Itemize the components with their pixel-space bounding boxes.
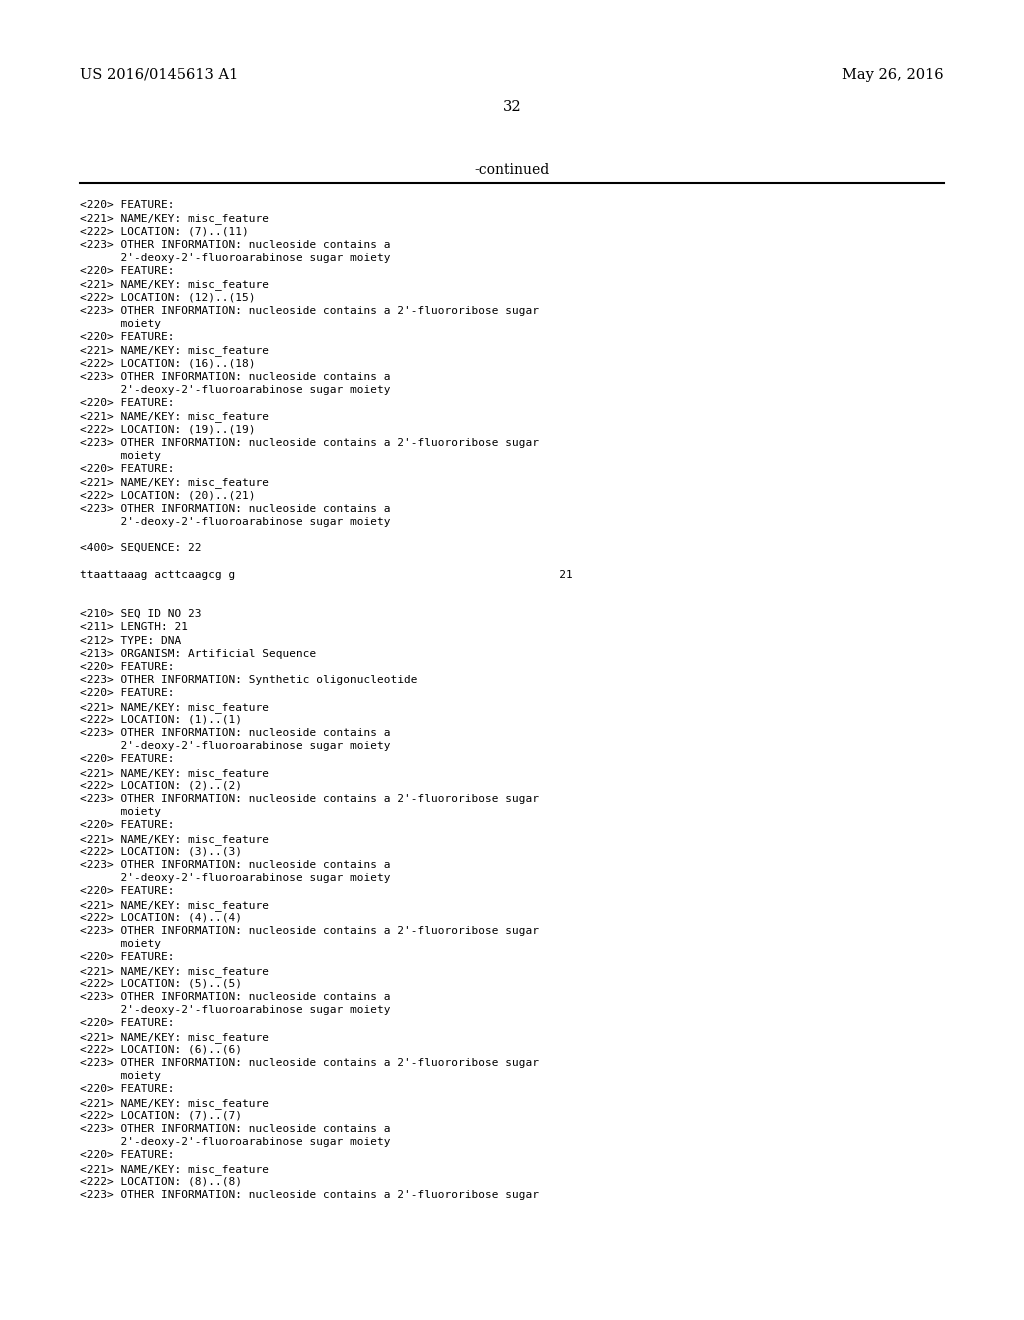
Text: <223> OTHER INFORMATION: nucleoside contains a: <223> OTHER INFORMATION: nucleoside cont… (80, 372, 390, 381)
Text: <222> LOCATION: (7)..(11): <222> LOCATION: (7)..(11) (80, 227, 249, 236)
Text: <213> ORGANISM: Artificial Sequence: <213> ORGANISM: Artificial Sequence (80, 649, 316, 659)
Text: <400> SEQUENCE: 22: <400> SEQUENCE: 22 (80, 544, 202, 553)
Text: <223> OTHER INFORMATION: nucleoside contains a 2'-fluororibose sugar: <223> OTHER INFORMATION: nucleoside cont… (80, 438, 539, 447)
Text: ttaattaaag acttcaagcg g                                                21: ttaattaaag acttcaagcg g 21 (80, 570, 572, 579)
Text: 2'-deoxy-2'-fluoroarabinose sugar moiety: 2'-deoxy-2'-fluoroarabinose sugar moiety (80, 874, 390, 883)
Text: <222> LOCATION: (8)..(8): <222> LOCATION: (8)..(8) (80, 1177, 242, 1187)
Text: <221> NAME/KEY: misc_feature: <221> NAME/KEY: misc_feature (80, 214, 269, 224)
Text: May 26, 2016: May 26, 2016 (843, 69, 944, 82)
Text: <223> OTHER INFORMATION: nucleoside contains a: <223> OTHER INFORMATION: nucleoside cont… (80, 1125, 390, 1134)
Text: <222> LOCATION: (2)..(2): <222> LOCATION: (2)..(2) (80, 781, 242, 791)
Text: moiety: moiety (80, 451, 161, 461)
Text: 2'-deoxy-2'-fluoroarabinose sugar moiety: 2'-deoxy-2'-fluoroarabinose sugar moiety (80, 517, 390, 527)
Text: <221> NAME/KEY: misc_feature: <221> NAME/KEY: misc_feature (80, 478, 269, 488)
Text: <221> NAME/KEY: misc_feature: <221> NAME/KEY: misc_feature (80, 966, 269, 977)
Text: <220> FEATURE:: <220> FEATURE: (80, 201, 174, 210)
Text: <221> NAME/KEY: misc_feature: <221> NAME/KEY: misc_feature (80, 412, 269, 422)
Text: <222> LOCATION: (3)..(3): <222> LOCATION: (3)..(3) (80, 847, 242, 857)
Text: moiety: moiety (80, 1072, 161, 1081)
Text: <223> OTHER INFORMATION: nucleoside contains a 2'-fluororibose sugar: <223> OTHER INFORMATION: nucleoside cont… (80, 1059, 539, 1068)
Text: <221> NAME/KEY: misc_feature: <221> NAME/KEY: misc_feature (80, 1032, 269, 1043)
Text: <222> LOCATION: (20)..(21): <222> LOCATION: (20)..(21) (80, 491, 256, 500)
Text: <220> FEATURE:: <220> FEATURE: (80, 333, 174, 342)
Text: <221> NAME/KEY: misc_feature: <221> NAME/KEY: misc_feature (80, 1098, 269, 1109)
Text: <220> FEATURE:: <220> FEATURE: (80, 755, 174, 764)
Text: 2'-deoxy-2'-fluoroarabinose sugar moiety: 2'-deoxy-2'-fluoroarabinose sugar moiety (80, 1138, 390, 1147)
Text: US 2016/0145613 A1: US 2016/0145613 A1 (80, 69, 239, 82)
Text: moiety: moiety (80, 808, 161, 817)
Text: <220> FEATURE:: <220> FEATURE: (80, 465, 174, 474)
Text: <223> OTHER INFORMATION: nucleoside contains a: <223> OTHER INFORMATION: nucleoside cont… (80, 861, 390, 870)
Text: 32: 32 (503, 100, 521, 114)
Text: <220> FEATURE:: <220> FEATURE: (80, 663, 174, 672)
Text: <221> NAME/KEY: misc_feature: <221> NAME/KEY: misc_feature (80, 900, 269, 911)
Text: moiety: moiety (80, 940, 161, 949)
Text: -continued: -continued (474, 162, 550, 177)
Text: <223> OTHER INFORMATION: nucleoside contains a: <223> OTHER INFORMATION: nucleoside cont… (80, 729, 390, 738)
Text: <223> OTHER INFORMATION: Synthetic oligonucleotide: <223> OTHER INFORMATION: Synthetic oligo… (80, 676, 418, 685)
Text: <220> FEATURE:: <220> FEATURE: (80, 1085, 174, 1094)
Text: <210> SEQ ID NO 23: <210> SEQ ID NO 23 (80, 610, 202, 619)
Text: <220> FEATURE:: <220> FEATURE: (80, 267, 174, 276)
Text: <223> OTHER INFORMATION: nucleoside contains a 2'-fluororibose sugar: <223> OTHER INFORMATION: nucleoside cont… (80, 795, 539, 804)
Text: <222> LOCATION: (16)..(18): <222> LOCATION: (16)..(18) (80, 359, 256, 368)
Text: <223> OTHER INFORMATION: nucleoside contains a 2'-fluororibose sugar: <223> OTHER INFORMATION: nucleoside cont… (80, 1191, 539, 1200)
Text: <220> FEATURE:: <220> FEATURE: (80, 1151, 174, 1160)
Text: <222> LOCATION: (1)..(1): <222> LOCATION: (1)..(1) (80, 715, 242, 725)
Text: <223> OTHER INFORMATION: nucleoside contains a 2'-fluororibose sugar: <223> OTHER INFORMATION: nucleoside cont… (80, 306, 539, 315)
Text: <222> LOCATION: (4)..(4): <222> LOCATION: (4)..(4) (80, 913, 242, 923)
Text: <222> LOCATION: (7)..(7): <222> LOCATION: (7)..(7) (80, 1111, 242, 1121)
Text: <221> NAME/KEY: misc_feature: <221> NAME/KEY: misc_feature (80, 834, 269, 845)
Text: <220> FEATURE:: <220> FEATURE: (80, 887, 174, 896)
Text: <222> LOCATION: (6)..(6): <222> LOCATION: (6)..(6) (80, 1045, 242, 1055)
Text: <223> OTHER INFORMATION: nucleoside contains a: <223> OTHER INFORMATION: nucleoside cont… (80, 993, 390, 1002)
Text: <223> OTHER INFORMATION: nucleoside contains a 2'-fluororibose sugar: <223> OTHER INFORMATION: nucleoside cont… (80, 927, 539, 936)
Text: 2'-deoxy-2'-fluoroarabinose sugar moiety: 2'-deoxy-2'-fluoroarabinose sugar moiety (80, 1006, 390, 1015)
Text: <221> NAME/KEY: misc_feature: <221> NAME/KEY: misc_feature (80, 346, 269, 356)
Text: 2'-deoxy-2'-fluoroarabinose sugar moiety: 2'-deoxy-2'-fluoroarabinose sugar moiety (80, 742, 390, 751)
Text: <220> FEATURE:: <220> FEATURE: (80, 953, 174, 962)
Text: <222> LOCATION: (19)..(19): <222> LOCATION: (19)..(19) (80, 425, 256, 434)
Text: 2'-deoxy-2'-fluoroarabinose sugar moiety: 2'-deoxy-2'-fluoroarabinose sugar moiety (80, 253, 390, 263)
Text: moiety: moiety (80, 319, 161, 329)
Text: <222> LOCATION: (5)..(5): <222> LOCATION: (5)..(5) (80, 979, 242, 989)
Text: <220> FEATURE:: <220> FEATURE: (80, 1019, 174, 1028)
Text: <211> LENGTH: 21: <211> LENGTH: 21 (80, 623, 188, 632)
Text: <220> FEATURE:: <220> FEATURE: (80, 821, 174, 830)
Text: <222> LOCATION: (12)..(15): <222> LOCATION: (12)..(15) (80, 293, 256, 302)
Text: <220> FEATURE:: <220> FEATURE: (80, 689, 174, 698)
Text: <212> TYPE: DNA: <212> TYPE: DNA (80, 636, 181, 645)
Text: <221> NAME/KEY: misc_feature: <221> NAME/KEY: misc_feature (80, 702, 269, 713)
Text: <221> NAME/KEY: misc_feature: <221> NAME/KEY: misc_feature (80, 1164, 269, 1175)
Text: <223> OTHER INFORMATION: nucleoside contains a: <223> OTHER INFORMATION: nucleoside cont… (80, 504, 390, 513)
Text: <223> OTHER INFORMATION: nucleoside contains a: <223> OTHER INFORMATION: nucleoside cont… (80, 240, 390, 249)
Text: 2'-deoxy-2'-fluoroarabinose sugar moiety: 2'-deoxy-2'-fluoroarabinose sugar moiety (80, 385, 390, 395)
Text: <220> FEATURE:: <220> FEATURE: (80, 399, 174, 408)
Text: <221> NAME/KEY: misc_feature: <221> NAME/KEY: misc_feature (80, 280, 269, 290)
Text: <221> NAME/KEY: misc_feature: <221> NAME/KEY: misc_feature (80, 768, 269, 779)
